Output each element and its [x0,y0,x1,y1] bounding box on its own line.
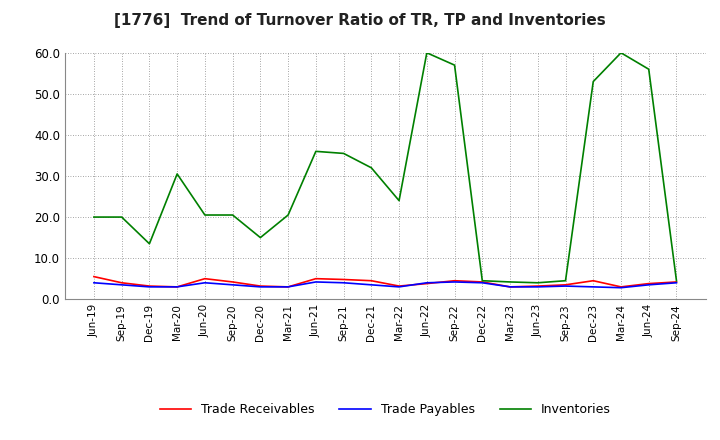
Inventories [505,279,514,285]
Trade Payables [173,284,181,290]
Trade Receivables [616,284,625,290]
Trade Payables [284,284,292,290]
Inventories [589,79,598,84]
Inventories [256,235,265,240]
Trade Payables [339,280,348,286]
Trade Payables [478,280,487,286]
Inventories [228,213,237,218]
Trade Receivables [450,278,459,283]
Inventories [644,66,653,72]
Trade Payables [450,279,459,285]
Line: Inventories: Inventories [94,53,677,283]
Inventories [478,278,487,283]
Trade Payables [534,284,542,290]
Inventories [395,198,403,203]
Trade Receivables [672,279,681,285]
Trade Payables [201,280,210,286]
Trade Receivables [173,284,181,290]
Inventories [367,165,376,170]
Trade Receivables [256,283,265,289]
Trade Payables [423,280,431,286]
Trade Payables [228,282,237,287]
Trade Payables [89,280,98,286]
Legend: Trade Receivables, Trade Payables, Inventories: Trade Receivables, Trade Payables, Inven… [155,398,616,421]
Trade Receivables [505,284,514,290]
Line: Trade Receivables: Trade Receivables [94,277,677,287]
Inventories [89,214,98,220]
Trade Receivables [89,274,98,279]
Trade Payables [395,284,403,290]
Trade Receivables [589,278,598,283]
Trade Receivables [117,280,126,286]
Inventories [117,214,126,220]
Inventories [312,149,320,154]
Inventories [173,171,181,176]
Trade Receivables [534,283,542,289]
Trade Payables [505,284,514,290]
Inventories [284,213,292,218]
Trade Receivables [201,276,210,281]
Trade Receivables [339,277,348,282]
Text: [1776]  Trend of Turnover Ratio of TR, TP and Inventories: [1776] Trend of Turnover Ratio of TR, TP… [114,13,606,28]
Trade Receivables [561,282,570,287]
Trade Payables [616,285,625,290]
Trade Payables [367,282,376,287]
Inventories [423,50,431,55]
Inventories [339,151,348,156]
Trade Payables [644,282,653,287]
Inventories [534,280,542,286]
Trade Receivables [367,278,376,283]
Inventories [201,213,210,218]
Trade Payables [561,283,570,289]
Trade Payables [117,282,126,287]
Trade Receivables [284,284,292,290]
Trade Payables [589,284,598,290]
Inventories [616,50,625,55]
Trade Receivables [145,283,154,289]
Inventories [145,241,154,246]
Trade Payables [256,284,265,290]
Trade Receivables [312,276,320,281]
Inventories [450,62,459,68]
Trade Receivables [423,281,431,286]
Trade Receivables [395,283,403,289]
Inventories [672,278,681,283]
Trade Receivables [644,281,653,286]
Trade Receivables [228,279,237,285]
Inventories [561,278,570,283]
Trade Receivables [478,279,487,285]
Trade Payables [145,284,154,290]
Line: Trade Payables: Trade Payables [94,282,677,288]
Trade Payables [312,279,320,285]
Trade Payables [672,280,681,286]
